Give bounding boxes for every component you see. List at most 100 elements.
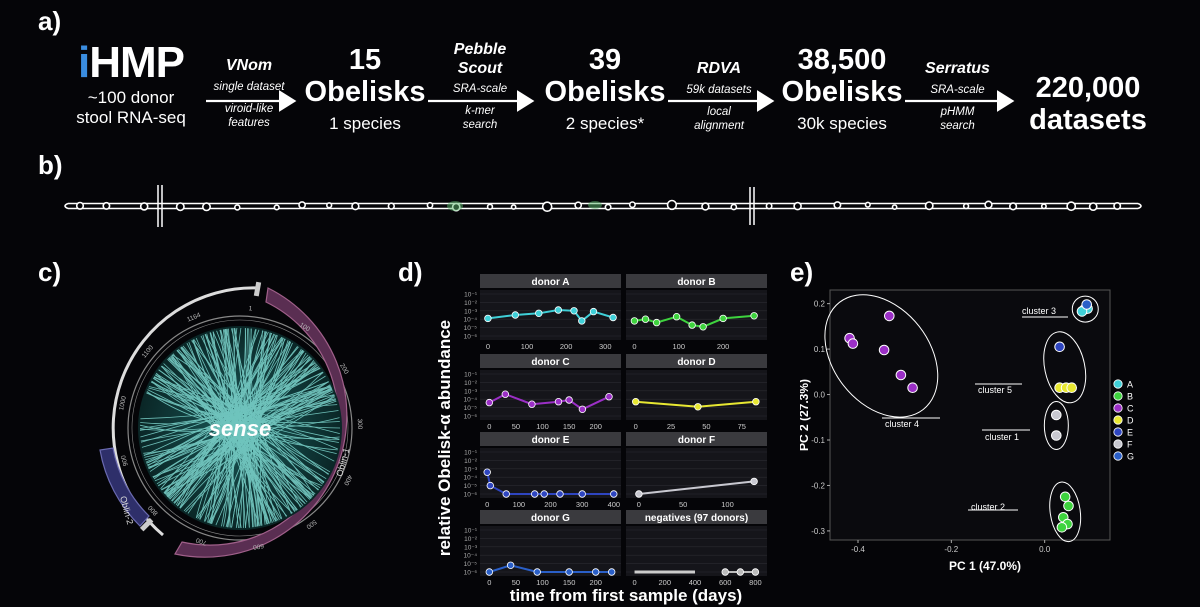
facet-ytick: 10⁻⁴	[464, 317, 478, 324]
stage-1-label: Obelisks	[304, 76, 426, 108]
chord	[177, 351, 305, 507]
circos-tick-label: 700	[195, 536, 208, 546]
pca-xtick: -0.2	[944, 545, 958, 554]
pca-xtick: 0.0	[1039, 545, 1051, 554]
arrow-serratus: Serratus SRA-scale pHMM search	[905, 59, 1010, 133]
chord	[171, 354, 320, 490]
facet-point	[578, 405, 587, 413]
circos-center-label: sense	[209, 416, 271, 441]
facet-ytick: 10⁻³	[464, 544, 478, 551]
facet-point	[688, 321, 696, 329]
circos-plot: Oblin-1 Oblin-2 110020030040050060070080…	[99, 281, 363, 558]
facet-xtick: 75	[738, 422, 746, 431]
facet-ytick: 10⁻⁶	[464, 570, 478, 577]
chord	[146, 385, 331, 466]
facet-xtick: 200	[717, 342, 730, 351]
circos-tick-label: 300	[356, 418, 363, 429]
pca-point	[878, 344, 890, 356]
pca-legend-label: G	[1127, 452, 1134, 462]
facet-point	[484, 314, 492, 323]
rod-loop	[1040, 203, 1047, 210]
facet-ytick: 10⁻⁶	[464, 334, 478, 341]
stage-2-count: 39	[588, 44, 622, 76]
panel-label-e: e)	[790, 257, 814, 287]
rod-loop	[793, 201, 802, 211]
facet-xtick: 0	[632, 342, 636, 351]
chord	[197, 328, 246, 519]
pca-point	[1066, 382, 1078, 393]
facet-point	[533, 568, 541, 576]
rod-loop	[234, 204, 241, 211]
facet-xtick: 400	[608, 500, 621, 509]
rod-loop	[426, 201, 434, 209]
pca-ellipse-cluster-4	[824, 294, 939, 418]
chord	[186, 343, 260, 527]
pca-point	[1050, 409, 1062, 421]
facet-point	[501, 390, 509, 398]
facet-ytick: 10⁻³	[464, 388, 478, 395]
facet-point	[554, 306, 562, 314]
facet-strip	[480, 510, 621, 524]
rod-loop	[202, 202, 212, 212]
rod-structure	[64, 185, 1142, 227]
chord	[248, 331, 266, 528]
facet-point	[483, 468, 491, 476]
facet-ytick: 10⁻¹	[464, 372, 478, 379]
pca-plot: PC 1 (47.0%) PC 2 (27.3%) -0.4 -0.2 0.0 0.2…	[800, 289, 1134, 573]
facet-ytick: 10⁻⁵	[464, 325, 478, 332]
facet-xtick: 200	[589, 578, 602, 587]
facet-xtick: 100	[536, 578, 549, 587]
facet-point	[641, 315, 650, 323]
facet-ytick: 10⁻⁵	[464, 405, 478, 412]
pca-legend-marker	[1113, 403, 1123, 413]
facet-strip	[626, 274, 767, 288]
facet-xtick: 100	[521, 342, 534, 351]
facet-point	[751, 568, 760, 576]
pca-point	[895, 369, 907, 381]
facet-point	[750, 477, 758, 486]
facet-xtick: 25	[667, 422, 675, 431]
arrow-pebblescout-above: SRA-scale	[452, 83, 508, 95]
chord	[161, 365, 313, 497]
circos-tick-label: 600	[252, 542, 264, 551]
facet-point	[506, 561, 515, 569]
facet-xtick: 200	[589, 422, 602, 431]
pca-legend-marker	[1113, 451, 1123, 461]
e-xlabel: PC 1 (47.0%)	[949, 559, 1021, 573]
facet-point	[570, 307, 578, 315]
pca-legend-marker	[1113, 379, 1123, 389]
facet-xtick: 300	[599, 342, 612, 351]
rod-loop	[387, 202, 395, 210]
pca-ytick: -0.2	[811, 481, 825, 490]
stage-4-count: 220,000	[1035, 72, 1141, 104]
chord	[151, 381, 340, 439]
facet-point	[721, 568, 729, 576]
d-ylabel: relative Obelisk-α abundance	[435, 320, 454, 556]
facet-xtick: 150	[563, 578, 576, 587]
rod-loop	[864, 201, 871, 208]
rod-loop	[666, 199, 678, 211]
facet-xtick: 0	[487, 422, 491, 431]
rod-loop	[730, 203, 738, 211]
circos-tick-label: 1000	[118, 395, 128, 411]
facet-strip	[480, 354, 621, 368]
circos-tick-label: 900	[120, 454, 130, 467]
rod-loop	[701, 202, 710, 211]
pca-legend-marker	[1113, 427, 1123, 437]
rod-loop	[1088, 202, 1098, 211]
facet-point	[530, 490, 539, 498]
arrow-serratus-above: SRA-scale	[930, 84, 985, 96]
chord	[149, 388, 333, 472]
chord	[140, 367, 321, 443]
pca-point	[1056, 522, 1068, 533]
pipeline-arrows	[206, 90, 1015, 112]
stage-1: 15 Obelisks 1 species	[300, 44, 430, 134]
facet-point	[485, 398, 493, 407]
rod-loop	[833, 201, 842, 210]
pca-cluster-label: cluster 2	[971, 502, 1005, 512]
rod-loop	[139, 202, 149, 211]
arrow-serratus-below1: pHMM	[940, 106, 975, 118]
arrow-rdva: RDVA 59k datasets local alignment	[668, 59, 770, 133]
rod-loop	[765, 202, 773, 210]
facet-panel	[626, 448, 767, 498]
